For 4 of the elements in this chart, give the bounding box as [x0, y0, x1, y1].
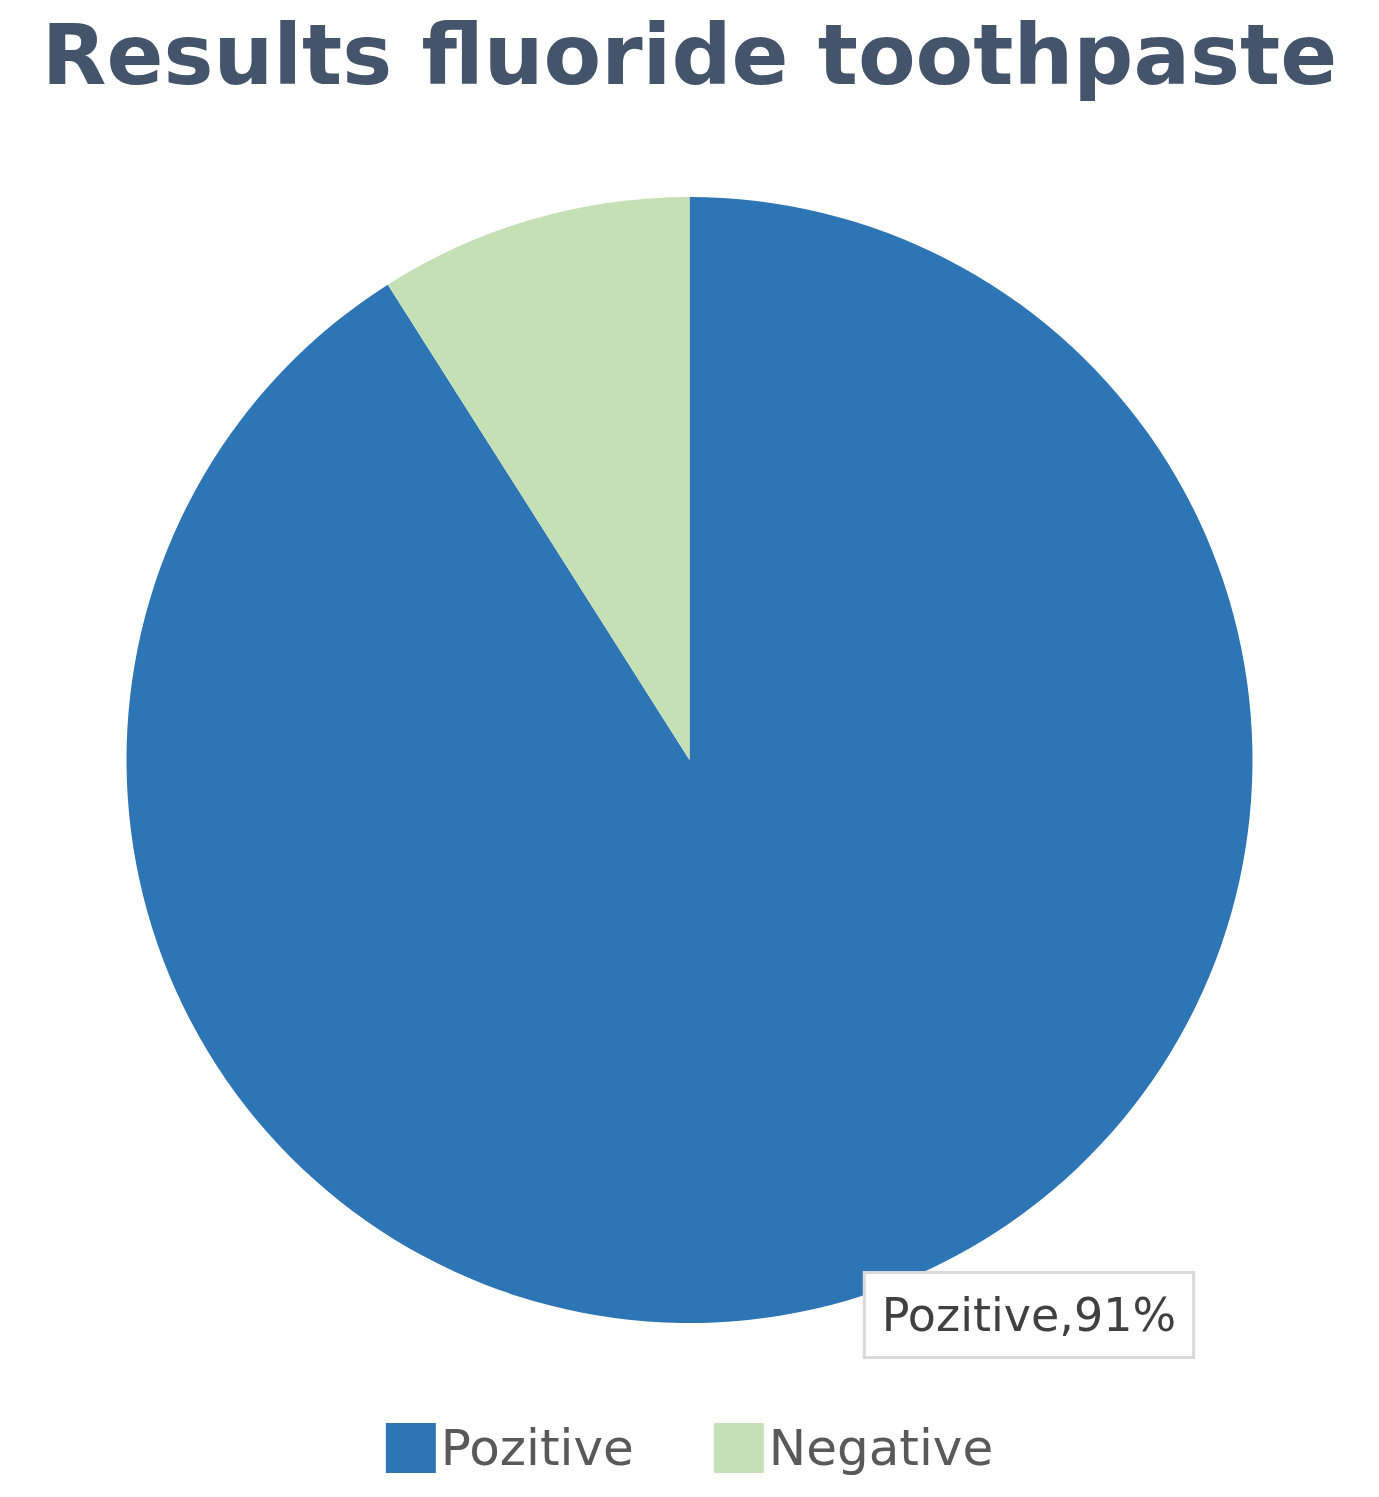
legend-label: Negative: [768, 1419, 994, 1477]
chart-title: Results fluoride toothpaste: [41, 6, 1338, 104]
data-label: Pozitive,91%: [881, 1288, 1177, 1343]
legend-label: Pozitive: [440, 1419, 634, 1477]
